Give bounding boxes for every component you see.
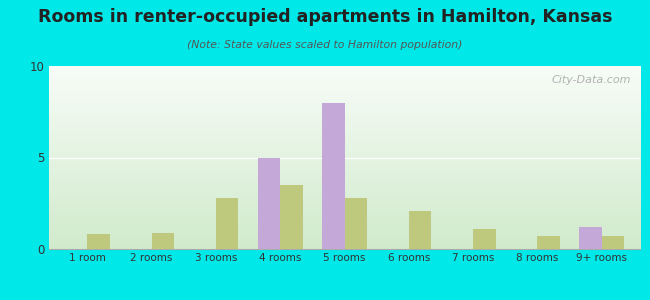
- Bar: [538, 236, 560, 249]
- Bar: [280, 185, 303, 249]
- Bar: [579, 227, 602, 249]
- Bar: [322, 103, 344, 249]
- Bar: [602, 236, 624, 249]
- Bar: [473, 229, 495, 249]
- Bar: [151, 232, 174, 249]
- Text: (Note: State values scaled to Hamilton population): (Note: State values scaled to Hamilton p…: [187, 40, 463, 50]
- Bar: [216, 198, 239, 249]
- Bar: [409, 211, 432, 249]
- Bar: [344, 198, 367, 249]
- Bar: [257, 158, 280, 249]
- Text: Rooms in renter-occupied apartments in Hamilton, Kansas: Rooms in renter-occupied apartments in H…: [38, 8, 612, 26]
- Bar: [87, 234, 110, 249]
- Text: City-Data.com: City-Data.com: [552, 75, 631, 85]
